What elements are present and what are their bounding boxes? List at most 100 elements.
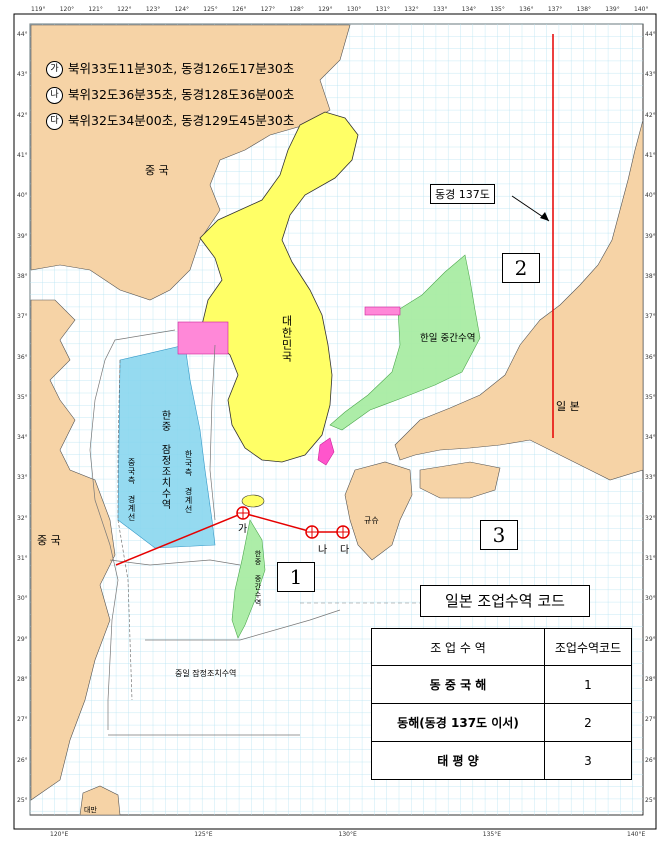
lon-tick-label: 140°	[634, 6, 649, 13]
china-land	[30, 24, 351, 301]
lon-tick-label: 135°	[490, 6, 505, 13]
lat-tick-label: 36°	[17, 353, 28, 361]
zone-1-box: 1	[277, 562, 315, 592]
coord-line-da: 다 북위32도34분00초, 동경129도45분30초	[46, 110, 294, 130]
lon-tick-label: 137°	[547, 6, 563, 13]
lat-tick-label: 32°	[17, 514, 28, 522]
lon-tick-label: 134°	[461, 6, 477, 13]
marker-da: 다	[46, 113, 63, 130]
lon-tick-label: 125°	[203, 6, 218, 13]
lon-tick-label: 126°	[232, 6, 247, 13]
lat-tick-label: 28°	[17, 676, 28, 684]
legend-table: 조 업 수 역 조업수역코드 동 중 국 해 1 동해(동경 137도 이서) …	[371, 628, 632, 780]
lat-tick-label: 34°	[17, 434, 28, 442]
lon-tick-label: 119°	[31, 6, 46, 13]
legend-row-name: 태 평 양	[371, 741, 545, 780]
lon-tick-label: 121°	[88, 6, 103, 13]
coord-text-na: 북위32도36분35초, 동경128도36분00초	[68, 87, 295, 102]
china-boundary-line-inner	[117, 359, 133, 701]
lat-tick-label: 31°	[17, 555, 28, 563]
label-china-north: 중 국	[145, 164, 169, 177]
lat-tick-label: 35°	[645, 393, 656, 401]
lat-tick-label: 29°	[645, 635, 656, 643]
lon-tick-label: 130°E	[338, 831, 357, 838]
lat-tick-label: 27°	[17, 716, 28, 724]
lat-tick-label: 38°	[645, 272, 656, 280]
legend-header-code: 조업수역코드	[544, 628, 632, 666]
lat-tick-label: 40°	[17, 192, 28, 200]
lon-tick-label: 120°	[59, 6, 75, 13]
korea-boundary-line	[209, 344, 216, 521]
china-japan-pmz-boundary	[145, 609, 341, 641]
lon-tick-label: 133°	[433, 6, 448, 13]
pink-zone-east	[364, 306, 401, 316]
lat-tick-label: 33°	[645, 474, 656, 482]
lat-tick-label: 33°	[17, 474, 28, 482]
lon-tick-label: 127°	[260, 6, 276, 13]
lat-tick-label: 25°	[645, 797, 656, 804]
legend-row-code: 2	[544, 703, 632, 742]
label-china-japan-pmz: 중일 잠정조치수역	[175, 669, 237, 678]
lon-tick-label: 131°	[375, 6, 391, 13]
jeju-island	[241, 494, 265, 508]
lat-tick-label: 34°	[645, 434, 656, 442]
coord-line-na: 나 북위32도36분35초, 동경128도36분00초	[46, 84, 294, 104]
legend-row: 동해(동경 137도 이서) 2	[371, 703, 632, 742]
label-korea-china-middle: 한중 중간수역	[254, 550, 262, 607]
lat-tick-label: 43°	[645, 71, 656, 79]
lat-tick-label: 44°	[17, 31, 28, 38]
lon-tick-label: 132°	[404, 6, 419, 13]
pink-zone-west	[177, 321, 229, 355]
lat-tick-label: 26°	[645, 756, 656, 764]
lat-tick-label: 30°	[17, 595, 28, 603]
legend-header-zone: 조 업 수 역	[371, 628, 545, 666]
coord-line-ga: 가 북위33도11분30초, 동경126도17분30초	[46, 58, 294, 78]
label-kyushu: 규슈	[364, 516, 379, 525]
lon-tick-label: 140°E	[627, 831, 646, 838]
lon-tick-label: 129°	[318, 6, 333, 13]
taiwan-land	[79, 785, 121, 816]
lon-tick-label: 135°E	[482, 831, 501, 838]
lat-tick-label: 41°	[645, 151, 656, 159]
china-boundary-line-west	[89, 329, 176, 730]
korea-land	[199, 111, 359, 463]
boundary-red-line	[115, 512, 343, 566]
point-ga-marker	[236, 506, 250, 520]
label-korea: 대한민국	[280, 315, 293, 363]
lat-tick-label: 38°	[17, 272, 28, 280]
legend-row: 동 중 국 해 1	[371, 665, 632, 704]
legend-header-row: 조 업 수 역 조업수역코드	[371, 628, 632, 666]
korea-china-middle-zone	[231, 519, 266, 639]
legend-row-code: 3	[544, 741, 632, 780]
lat-tick-label: 39°	[17, 232, 28, 240]
east137-arrowhead	[540, 212, 549, 221]
lat-tick-label: 25°	[17, 797, 28, 804]
lat-tick-label: 35°	[17, 393, 28, 401]
lat-tick-label: 26°	[17, 756, 28, 764]
label-point-ga: 가	[238, 524, 248, 535]
shikoku-land	[419, 461, 501, 499]
lat-tick-label: 41°	[17, 151, 28, 159]
lat-tick-label: 27°	[645, 716, 656, 724]
lon-tick-label: 124°	[174, 6, 190, 13]
japan-land	[394, 119, 644, 481]
label-taiwan: 대만	[84, 806, 97, 814]
coord-text-ga: 북위33도11분30초, 동경126도17분30초	[68, 61, 295, 76]
label-korea-china-pmz: 한중 잠정조치수역	[159, 410, 170, 510]
label-east137: 동경 137도	[430, 184, 495, 204]
lat-tick-label: 29°	[17, 635, 28, 643]
lon-tick-label: 128°	[289, 6, 304, 13]
lat-tick-label: 36°	[645, 353, 656, 361]
lat-tick-label: 42°	[645, 111, 656, 119]
kyushu-land	[344, 461, 413, 561]
label-japan: 일 본	[556, 400, 580, 413]
lat-tick-label: 43°	[17, 71, 28, 79]
point-da-marker	[336, 525, 350, 539]
lat-tick-label: 37°	[645, 313, 656, 321]
korea-japan-middle-zone	[329, 254, 481, 431]
label-korea-boundary: 한국측 경계선	[184, 450, 193, 514]
lat-tick-label: 31°	[645, 555, 656, 563]
legend-row-name: 동해(동경 137도 이서)	[371, 703, 545, 742]
marker-ga: 가	[46, 61, 63, 78]
